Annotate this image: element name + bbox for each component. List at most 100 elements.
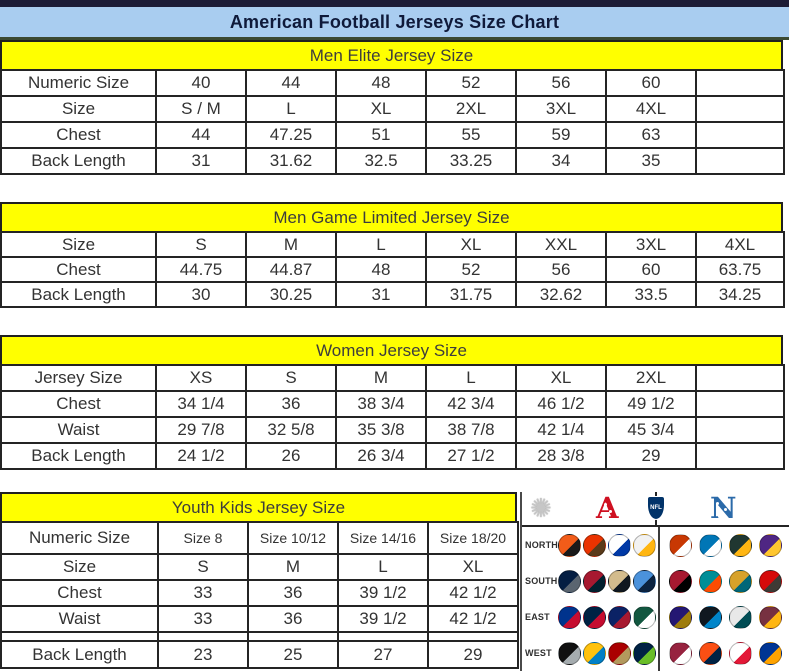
nfl-shield-logo: NFL — [647, 496, 665, 520]
nfc-south-logos — [658, 563, 782, 599]
size-cell: 29 7/8 — [155, 416, 247, 444]
team-logo-texans — [583, 569, 606, 593]
size-cell-empty — [695, 147, 785, 175]
size-cell: 48 — [335, 256, 427, 283]
size-cell: 35 3/8 — [335, 416, 427, 444]
size-cell: 42 1/2 — [427, 605, 519, 633]
team-logo-patriots — [583, 605, 606, 629]
size-cell: 3XL — [515, 95, 607, 123]
size-cell: 42 3/4 — [425, 390, 517, 418]
size-cell: 3XL — [605, 231, 697, 258]
team-logo-bengals — [558, 533, 581, 557]
row-label: Chest — [0, 256, 157, 283]
size-cell: 40 — [155, 69, 247, 97]
size-cell: S — [245, 364, 337, 392]
size-cell: 4XL — [695, 231, 785, 258]
size-cell: 4XL — [605, 95, 697, 123]
size-cell: 31.62 — [245, 147, 337, 175]
size-cell: 29 — [427, 640, 519, 669]
size-cell: L — [425, 364, 517, 392]
team-logo-rams — [759, 641, 782, 665]
afc-logo: A — [596, 493, 619, 523]
team-logo-cowboys — [558, 569, 581, 593]
table-row: Chest 34 1/4 36 38 3/4 42 3/4 46 1/2 49 … — [0, 390, 785, 418]
table-row: Chest 44.75 44.87 48 52 56 60 63.75 — [0, 256, 785, 283]
size-cell: 34 — [515, 147, 607, 175]
size-cell: 51 — [335, 121, 427, 149]
size-cell-empty — [695, 442, 785, 470]
size-cell: 26 3/4 — [335, 442, 427, 470]
row-label: Chest — [0, 579, 159, 607]
size-cell-empty — [695, 121, 785, 149]
row-label: Back Length — [0, 281, 157, 308]
size-cell: 52 — [425, 256, 517, 283]
men-elite-header-label: Men Elite Jersey Size — [309, 45, 474, 65]
row-label: Size — [0, 553, 159, 581]
row-label: Back Length — [0, 640, 159, 669]
size-cell: 49 1/2 — [605, 390, 697, 418]
table-row: Size S M L XL — [0, 553, 519, 581]
size-cell: 56 — [515, 69, 607, 97]
division-row-west: WEST — [522, 635, 789, 671]
size-cell: 23 — [157, 640, 249, 669]
size-cell: S / M — [155, 95, 247, 123]
team-logo-packers — [729, 533, 752, 557]
size-cell: XXL — [515, 231, 607, 258]
division-label: NORTH — [525, 540, 558, 550]
team-logo-giants — [608, 605, 631, 629]
size-cell: Size 8 — [157, 521, 249, 555]
size-cell-empty — [695, 95, 785, 123]
spacer-cell — [247, 631, 339, 642]
afc-east-logos — [558, 599, 658, 635]
nfc-east-logos — [658, 599, 782, 635]
size-cell: 63.75 — [695, 256, 785, 283]
table-row: Back Length 23 25 27 29 — [0, 640, 519, 669]
team-logo-ravens — [669, 605, 692, 629]
size-cell: M — [245, 231, 337, 258]
size-cell: 44 — [155, 121, 247, 149]
size-cell: 38 7/8 — [425, 416, 517, 444]
size-cell: Size 18/20 — [427, 521, 519, 555]
youth-header-label: Youth Kids Jersey Size — [171, 497, 346, 517]
size-cell: 42 1/2 — [427, 579, 519, 607]
team-logo-saints — [608, 569, 631, 593]
afc-west-logos — [558, 635, 658, 671]
size-cell: 36 — [247, 579, 339, 607]
row-label: Size — [0, 231, 157, 258]
table-row: Back Length 24 1/2 26 26 3/4 27 1/2 28 3… — [0, 442, 785, 470]
size-cell: 45 3/4 — [605, 416, 697, 444]
team-logo-bears — [669, 533, 692, 557]
spacer-cell — [427, 631, 519, 642]
size-cell: 30 — [155, 281, 247, 308]
size-cell: 44 — [245, 69, 337, 97]
size-cell: 32.5 — [335, 147, 427, 175]
size-cell: XL — [427, 553, 519, 581]
size-cell: 2XL — [425, 95, 517, 123]
division-row-south: SOUTH — [522, 563, 789, 599]
size-cell: 47.25 — [245, 121, 337, 149]
team-logo-lions — [699, 533, 722, 557]
team-logo-eagles — [729, 605, 752, 629]
size-cell: Size 10/12 — [247, 521, 339, 555]
size-cell: 52 — [425, 69, 517, 97]
women-size-table: Jersey Size XS S M L XL 2XL Chest 34 1/4… — [0, 364, 785, 470]
nfc-north-logos — [658, 527, 782, 563]
size-cell: M — [335, 364, 427, 392]
table-row: Size S / M L XL 2XL 3XL 4XL — [0, 95, 785, 123]
size-cell-empty — [695, 364, 785, 392]
row-label: Back Length — [0, 442, 157, 470]
size-cell: 29 — [605, 442, 697, 470]
size-cell: XL — [335, 95, 427, 123]
nfl-teams-panel: ✺ A NFL N NORTH — [520, 492, 789, 671]
women-header: Women Jersey Size — [0, 335, 783, 364]
afc-south-logos — [558, 563, 658, 599]
size-cell-empty — [695, 390, 785, 418]
size-cell: 24 1/2 — [155, 442, 247, 470]
division-label: SOUTH — [525, 576, 558, 586]
team-logo-seahawks — [633, 641, 656, 665]
size-cell: 34.25 — [695, 281, 785, 308]
team-logo-raiders — [558, 641, 581, 665]
page-title-text: American Football Jerseys Size Chart — [229, 11, 560, 32]
page-title: American Football Jerseys Size Chart — [0, 7, 789, 40]
